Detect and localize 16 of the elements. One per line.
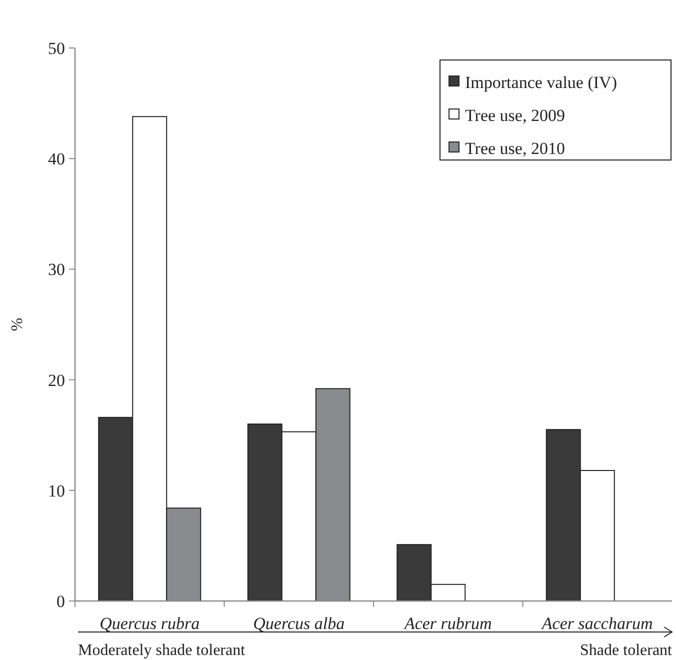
y-tick-label: 0 <box>56 592 65 611</box>
text: Shade tolerant <box>580 642 673 659</box>
y-tick-label: 20 <box>48 370 65 390</box>
x-tick-label: Quercus rubra <box>100 614 200 633</box>
legend-label: Tree use, 2009 <box>465 106 565 125</box>
y-axis-title: % <box>9 318 26 332</box>
y-tick-label: 30 <box>48 260 65 280</box>
x-tick-label: Quercus alba <box>253 614 345 633</box>
legend-label: Tree use, 2010 <box>465 138 565 158</box>
y-tick-label: 50 <box>48 38 65 58</box>
text: Moderately shade tolerant <box>78 642 246 659</box>
x-tick-label: Acer rubrum <box>403 614 492 633</box>
y-tick-label: 40 <box>48 150 65 169</box>
legend-label: Importance value (IV) <box>465 72 617 92</box>
y-tick-label: 10 <box>48 481 65 500</box>
x-tick-label: Acer saccharum <box>540 614 653 633</box>
